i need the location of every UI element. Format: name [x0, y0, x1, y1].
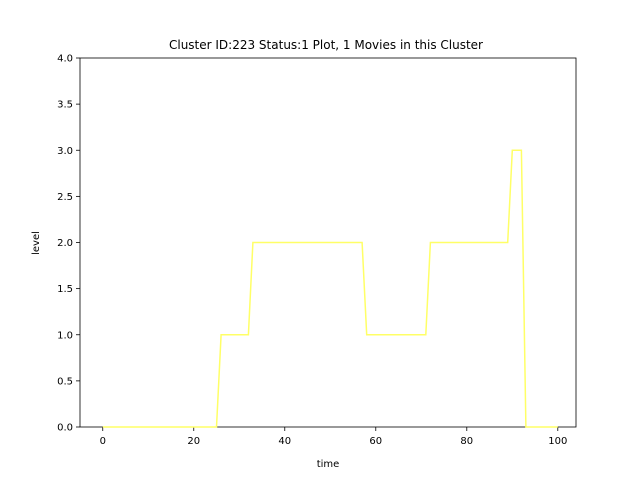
y-tick-label: 2.5 — [57, 192, 73, 203]
y-axis-ticks: 0.0 0.5 1.0 1.5 2.0 2.5 3.0 3.5 4.0 — [57, 54, 80, 434]
x-axis-ticks: 0 20 40 60 80 100 — [100, 427, 567, 447]
x-tick-label: 0 — [100, 436, 106, 447]
series-layer — [102, 149, 558, 428]
x-tick-label: 20 — [187, 436, 200, 447]
x-tick-label: 60 — [369, 436, 382, 447]
y-tick-label: 1.5 — [57, 284, 73, 295]
series-line — [102, 149, 558, 428]
y-tick-label: 0.5 — [57, 376, 73, 387]
x-tick-label: 40 — [278, 436, 291, 447]
y-tick-label: 4.0 — [57, 54, 73, 65]
x-axis-label: time — [317, 459, 340, 470]
y-tick-label: 0.0 — [57, 423, 73, 434]
y-tick-label: 1.0 — [57, 330, 73, 341]
chart-title: Cluster ID:223 Status:1 Plot, 1 Movies i… — [169, 38, 483, 52]
y-tick-label: 3.5 — [57, 100, 73, 111]
y-tick-label: 2.0 — [57, 238, 73, 249]
x-tick-label: 80 — [460, 436, 473, 447]
x-tick-label: 100 — [548, 436, 567, 447]
y-tick-label: 3.0 — [57, 146, 73, 157]
y-axis-label: level — [31, 231, 42, 255]
